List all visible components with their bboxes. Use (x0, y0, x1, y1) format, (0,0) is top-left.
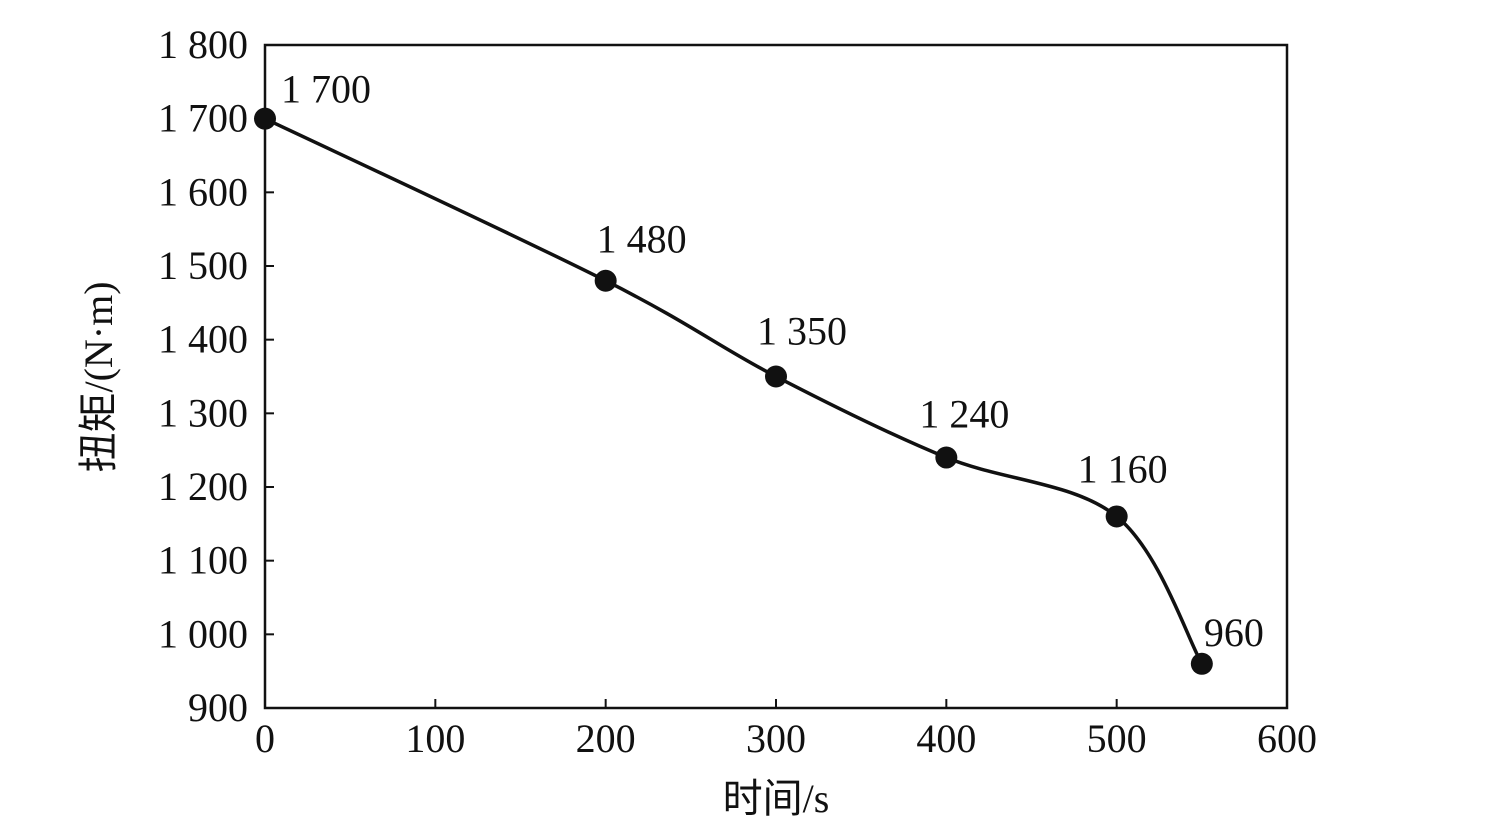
y-axis-label: 扭矩/(N·m) (76, 281, 121, 472)
y-tick-label: 1 700 (158, 96, 248, 141)
y-tick-label: 1 000 (158, 611, 248, 656)
data-label: 1 480 (597, 217, 687, 262)
y-tick-label: 1 300 (158, 390, 248, 435)
data-points (254, 107, 1213, 675)
y-tick-label: 1 200 (158, 464, 248, 509)
x-axis: 0 100 200 300 400 500 600 (255, 699, 1317, 761)
data-labels: 1 700 1 480 1 350 1 240 1 160 960 (281, 67, 1264, 655)
y-tick-label: 1 400 (158, 317, 248, 362)
x-tick-label: 0 (255, 716, 275, 761)
x-tick-label: 300 (746, 716, 806, 761)
y-tick-label: 900 (188, 685, 248, 730)
data-point (935, 446, 958, 469)
x-tick-label: 100 (405, 716, 465, 761)
x-tick-label: 400 (916, 716, 976, 761)
data-label: 960 (1204, 610, 1264, 655)
data-label: 1 700 (281, 67, 371, 112)
data-label: 1 160 (1078, 446, 1168, 491)
data-label: 1 240 (919, 392, 1009, 437)
data-label: 1 350 (757, 309, 847, 354)
data-point (594, 269, 617, 292)
x-axis-label: 时间/s (723, 776, 830, 821)
y-axis: 900 1 000 1 100 1 200 1 300 1 400 1 500 1 600 1 … (158, 22, 274, 730)
data-point (254, 107, 276, 130)
y-tick-label: 1 500 (158, 243, 248, 288)
data-point (1105, 505, 1128, 528)
x-tick-label: 600 (1257, 716, 1317, 761)
y-tick-label: 1 600 (158, 169, 248, 214)
x-tick-label: 500 (1087, 716, 1147, 761)
y-tick-label: 1 800 (158, 22, 248, 67)
series-line (264, 117, 1204, 665)
data-point (765, 365, 787, 388)
y-tick-label: 1 100 (158, 538, 248, 583)
data-point (1190, 652, 1213, 675)
x-tick-label: 200 (576, 716, 636, 761)
